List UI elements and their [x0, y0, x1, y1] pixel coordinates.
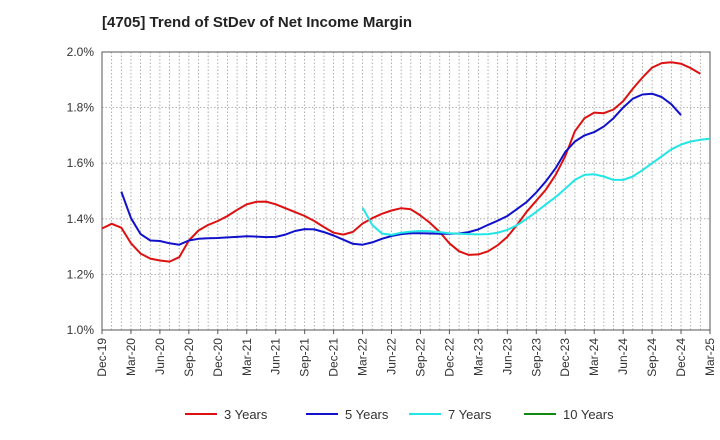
- series-line-5-years: [120, 92, 682, 246]
- x-tick-label: Jun-24: [616, 338, 630, 375]
- x-tick-label: Dec-19: [95, 338, 109, 377]
- x-tick-label: Jun-23: [500, 338, 514, 375]
- x-tick-label: Mar-22: [356, 338, 370, 376]
- chart-title: [4705] Trend of StDev of Net Income Marg…: [102, 14, 413, 31]
- x-tick-label: Dec-22: [442, 338, 456, 377]
- y-tick-label: 1.0%: [67, 323, 95, 337]
- y-tick-label: 2.0%: [67, 45, 95, 59]
- x-tick-label: Dec-23: [558, 338, 572, 377]
- legend-label: 3 Years: [224, 407, 268, 422]
- y-tick-label: 1.6%: [67, 156, 95, 170]
- x-tick-label: Mar-25: [703, 338, 717, 376]
- y-tick-label: 1.4%: [67, 212, 95, 226]
- plot-frame: [101, 51, 711, 331]
- series-line-3-years: [101, 61, 701, 263]
- x-tick-label: Sep-20: [182, 338, 196, 377]
- x-tick-label: Mar-23: [471, 338, 485, 376]
- x-tick-label: Dec-20: [211, 338, 225, 377]
- x-tick-label: Dec-24: [674, 338, 688, 377]
- x-tick-label: Dec-21: [327, 338, 341, 377]
- x-tick-label: Jun-22: [385, 338, 399, 375]
- x-tick-label: Jun-20: [153, 338, 167, 375]
- x-tick-label: Sep-23: [529, 338, 543, 377]
- x-tick-label: Mar-21: [240, 338, 254, 376]
- series-line-7-years: [361, 137, 711, 236]
- y-tick-label: 1.2%: [67, 267, 95, 281]
- legend-label: 5 Years: [345, 407, 389, 422]
- x-tick-label: Sep-21: [298, 338, 312, 377]
- x-tick-label: Sep-22: [413, 338, 427, 377]
- x-tick-label: Jun-21: [269, 338, 283, 375]
- y-tick-label: 1.8%: [67, 101, 95, 115]
- legend-label: 10 Years: [563, 407, 614, 422]
- x-tick-label: Mar-20: [124, 338, 138, 376]
- x-tick-label: Sep-24: [645, 338, 659, 377]
- x-tick-label: Mar-24: [587, 338, 601, 376]
- legend-label: 7 Years: [448, 407, 492, 422]
